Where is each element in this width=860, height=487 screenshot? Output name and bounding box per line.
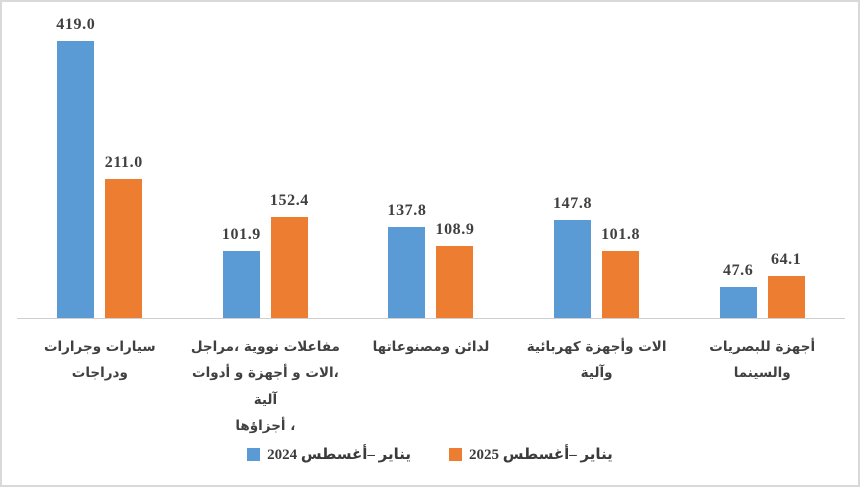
bar-column: 101.8: [601, 226, 641, 318]
legend-label: يناير –أغسطس 2025: [469, 447, 613, 463]
bar-column: 101.9: [222, 226, 260, 318]
value-label: 108.9: [435, 221, 475, 238]
value-label: 211.0: [104, 154, 143, 171]
bar-2025: [767, 276, 805, 318]
category-label: مفاعلات نووية ،مراجل ،الات و أجهزة و أدو…: [190, 339, 340, 434]
value-label: 137.8: [387, 202, 427, 219]
bar-group-4: 147.8 101.8: [514, 2, 680, 318]
value-label: 152.4: [269, 192, 309, 209]
legend-label: يناير –أغسطس 2024: [267, 447, 411, 463]
bar-column: 137.8: [387, 202, 427, 318]
value-label: 147.8: [553, 195, 593, 212]
x-axis-line: [17, 318, 845, 319]
legend-swatch-icon: [449, 448, 462, 461]
category-axis-labels: سيارات وجرارات ودراجات مفاعلات نووية ،مرا…: [17, 334, 845, 439]
bar-group-1: 419.0 211.0: [17, 2, 183, 318]
bar-column: 108.9: [435, 221, 475, 318]
value-label: 101.8: [601, 226, 641, 243]
bar-2024: [719, 287, 757, 318]
bar-2025: [436, 246, 474, 318]
bar-column: 211.0: [105, 154, 143, 318]
legend-swatch-icon: [247, 448, 261, 461]
bar-2025: [602, 251, 640, 318]
category-label: أجهزة للبصريات والسينما: [709, 339, 816, 382]
bar-2024: [554, 220, 592, 318]
plot-area: 419.0 211.0 101.9 152.4 137.8 108.9 147.8 101.8…: [17, 2, 845, 318]
category-label: لدائن ومصنوعاتها: [372, 339, 490, 355]
value-label: 47.6: [722, 262, 754, 279]
bar-2024: [388, 227, 426, 318]
bar-group-5: 47.6 64.1: [679, 2, 845, 318]
bar-2024: [222, 251, 260, 318]
bar-column: 419.0: [56, 16, 96, 318]
value-label: 419.0: [56, 16, 96, 33]
legend-item-2025: يناير –أغسطس 2025: [449, 445, 613, 464]
category-label: الات وأجهزة كهربائية وآلية: [526, 339, 667, 382]
bar-2025: [105, 179, 143, 318]
legend: يناير –أغسطس 2024 يناير –أغسطس 2025: [2, 445, 858, 464]
bar-column: 147.8: [553, 195, 593, 318]
bar-group-3: 137.8 108.9: [348, 2, 514, 318]
value-label: 64.1: [770, 251, 802, 268]
value-label: 101.9: [221, 226, 261, 243]
bar-column: 64.1: [767, 251, 805, 318]
bar-group-2: 101.9 152.4: [183, 2, 349, 318]
category-label: سيارات وجرارات ودراجات: [43, 339, 156, 382]
legend-item-2024: يناير –أغسطس 2024: [247, 445, 411, 464]
bar-2024: [57, 41, 95, 318]
bar-column: 47.6: [719, 262, 757, 318]
bar-2025: [270, 217, 308, 318]
bar-column: 152.4: [270, 192, 308, 318]
